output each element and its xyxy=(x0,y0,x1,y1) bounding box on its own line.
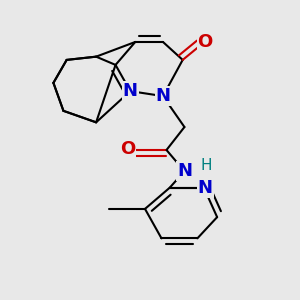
Text: N: N xyxy=(198,179,213,197)
Text: O: O xyxy=(197,33,213,51)
Text: N: N xyxy=(123,82,138,100)
Text: O: O xyxy=(120,140,135,158)
Text: H: H xyxy=(201,158,212,173)
Text: N: N xyxy=(155,87,170,105)
Text: N: N xyxy=(177,162,192,180)
